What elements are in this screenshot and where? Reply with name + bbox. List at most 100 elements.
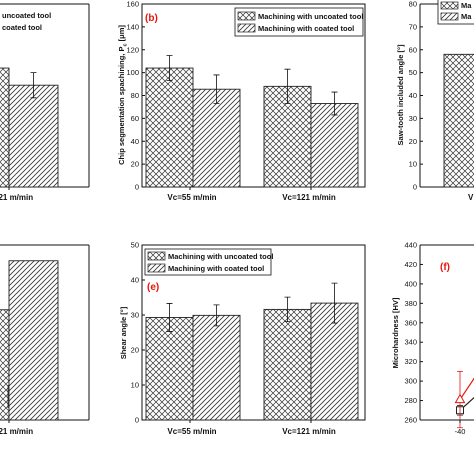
panel-b-bar-uncoated [145,67,194,188]
panel-d: 121 m/min [0,244,90,436]
panel-e-y-tick-label: 20 [131,346,139,355]
panel-c-y-tick-label: 50 [409,68,417,77]
panel-e-legend-swatch-uncoated [147,251,166,261]
panel-b-category-label: Vc=55 m/min [167,193,216,202]
panel-d-bar-coated [8,260,59,421]
panel-c-y-axis-label: Saw-tooth included angle [°] [396,44,405,145]
panel-e-legend: Machining with uncoated tool Machining w… [144,248,273,276]
panel-c-y-tick-label: 60 [409,45,417,54]
panel-c-y-tick-label: 10 [409,160,417,169]
panel-e-category-label: Vc=121 m/min [282,427,336,436]
panel-c: Saw-tooth included angle [°] 0 10 20 30 40 50… [396,0,474,202]
panel-e-y-tick-label: 40 [131,276,139,285]
panel-a-error-bar [30,72,37,99]
panel-c-y-tick-label: 80 [409,0,417,9]
panel-f-y-tick-label: 260 [404,416,417,425]
panel-a: uncoated tool coated tool 121 m/min [0,3,90,202]
panel-b-error-bar [213,74,220,104]
panel-e-error-bar [213,304,220,327]
panel-b-y-axis-label-sub: c [123,43,129,46]
panel-f-marker-triangle [454,393,466,404]
panel-a-bar-uncoated [0,67,10,188]
panel-e-y-tick-label: 10 [131,381,139,390]
panel-f-y-tick-label: 340 [404,338,417,347]
panel-e-y-tick-label: 0 [135,416,139,425]
panel-c-bars [443,53,474,188]
panel-b-y-axis-label-main: Chip segmentation spachining, P [117,47,126,165]
panel-c-y-tick-label: 20 [409,137,417,146]
panel-b-legend-coated-label: Machining with coated tool [258,24,354,33]
panel-a-legend-box [0,6,88,34]
panel-e-bar-uncoated [263,308,312,421]
panel-b-y-ticks: 0 20 40 60 80 100 120 140 160 [126,0,145,192]
panel-e-plot-frame [141,244,366,421]
panel-e-category-label: Vc=55 m/min [167,427,216,436]
panel-b-bar-coated [310,103,359,188]
panel-c-legend-uncoated-label: Ma [461,1,472,10]
panel-e-bar-uncoated [145,317,194,421]
panel-a-category-label: 121 m/min [0,193,33,202]
panel-a-legend-coated-label: coated tool [2,23,42,32]
panel-e: Shear angle [°] 0 10 20 30 40 50 Machining wi… [119,241,366,436]
panel-c-legend: Ma Ma [437,0,474,25]
panel-e-y-ticks: 0 10 20 30 40 50 [131,241,145,425]
panel-f-y-tick-label: 440 [404,241,417,250]
panel-c-bar-uncoated [443,53,474,188]
panel-d-bars [0,260,59,421]
panel-b-legend-swatch-coated [237,23,256,33]
panel-b-y-tick-label: 120 [126,45,139,54]
panel-b-category-label: Vc=121 m/min [282,193,336,202]
panel-a-bar-coated [8,84,59,188]
panel-f-y-axis-label: Microhardness [HV] [391,297,400,368]
panel-b: Chip segmentation spachining, Pc [μm] 0 2… [117,0,366,202]
panel-b-bar-coated [192,88,241,188]
panel-b-bars [145,55,359,188]
panel-b-y-tick-label: 80 [131,91,139,100]
panel-a-bars [0,67,59,188]
panel-e-legend-swatch-coated [147,263,166,273]
panel-b-error-bar [166,55,173,82]
panel-b-y-axis-label: Chip segmentation spachining, Pc [μm] [117,25,129,165]
panel-b-y-tick-label: 20 [131,160,139,169]
panel-e-legend-box [144,248,272,276]
panel-f-y-tick-label: 320 [404,357,417,366]
panel-f-y-ticks: 260 280 300 320 340 360 380 400 420 440 [404,241,423,425]
panel-a-legend-uncoated-label: uncoated tool [2,11,51,20]
panel-f-y-tick-label: 300 [404,377,417,386]
panel-c-y-tick-label: 40 [409,91,417,100]
panel-b-legend-box [234,7,364,37]
panel-b-y-tick-label: 40 [131,137,139,146]
panel-e-error-bar [166,303,173,332]
panel-c-legend-swatch-coated [440,12,459,21]
panel-f-panel-label: (f) [440,262,450,273]
panel-f-y-tick-label: 420 [404,260,417,269]
panel-f-y-tick-label: 400 [404,279,417,288]
panel-b-y-axis-label-unit: [μm] [117,25,126,44]
panel-e-error-bar [331,282,338,324]
panel-b-error-bar [331,91,338,116]
panel-f-series [454,370,474,429]
panel-c-y-tick-label: 30 [409,114,417,123]
panel-b-legend: Machining with uncoated tool Machining w… [234,7,364,37]
panel-e-legend-uncoated-label: Machining with uncoated tool [168,252,273,261]
panel-e-y-tick-label: 30 [131,311,139,320]
panel-f: Microhardness [HV] 260 280 300 320 340 360 380… [391,241,474,436]
panel-e-y-axis-label: Shear angle [°] [119,306,128,359]
panel-f-y-tick-label: 360 [404,318,417,327]
panel-e-bars [145,282,359,421]
panel-e-bar-coated [192,314,241,421]
panel-c-y-tick-label: 0 [413,183,417,192]
panel-f-y-tick-label: 380 [404,299,417,308]
panel-b-legend-uncoated-label: Machining with uncoated tool [258,12,363,21]
panel-c-legend-swatch-uncoated [440,1,459,10]
panel-d-category-label: 121 m/min [0,427,33,436]
panel-e-legend-coated-label: Machining with coated tool [168,264,264,273]
panel-c-y-ticks: 0 10 20 30 40 50 60 70 80 [409,0,423,192]
panel-f-series-line [459,377,474,400]
panel-f-y-tick-label: 280 [404,396,417,405]
panel-b-y-tick-label: 0 [135,183,139,192]
panel-b-panel-label: (b) [145,13,158,24]
panel-c-category-label: V [468,193,474,202]
panel-b-y-tick-label: 60 [131,114,139,123]
